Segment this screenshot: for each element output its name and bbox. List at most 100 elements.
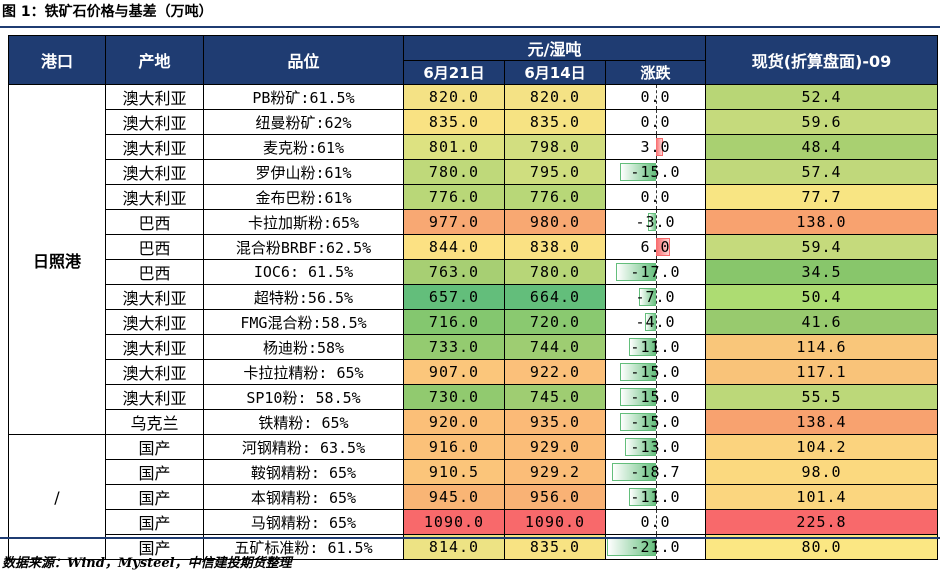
price-cell-d1: 910.5: [403, 459, 505, 485]
price-cell-d2: 745.0: [504, 384, 606, 410]
price-cell-d2: 820.0: [504, 84, 606, 110]
price-cell-d1: 907.0: [403, 359, 505, 385]
basis-cell: 77.7: [705, 184, 938, 210]
grade-cell: 鞍钢精粉: 65%: [203, 459, 404, 485]
table-row: 国产 鞍钢精粉: 65% 910.5 929.2 -18.7 98.0: [9, 459, 938, 485]
grade-cell: IOC6: 61.5%: [203, 259, 404, 285]
change-bar: [620, 163, 656, 181]
change-bar: [624, 438, 656, 456]
price-cell-d2: 980.0: [504, 209, 606, 235]
change-cell: 3.0: [605, 134, 706, 160]
price-cell-d1: 776.0: [403, 184, 505, 210]
header-price-group: 元/湿吨: [403, 35, 706, 61]
change-cell: 0.0: [605, 109, 706, 135]
origin-cell: 巴西: [105, 209, 204, 235]
price-cell-d2: 795.0: [504, 159, 606, 185]
grade-cell: SP10粉: 58.5%: [203, 384, 404, 410]
table-row: 日照港 澳大利亚 PB粉矿:61.5% 820.0 820.0 0.0 52.4: [8, 84, 938, 435]
grade-cell: FMG混合粉:58.5%: [203, 309, 404, 335]
price-cell-d1: 657.0: [403, 284, 505, 310]
change-bar: [611, 463, 656, 481]
price-cell-d1: 920.0: [403, 409, 505, 435]
price-cell-d1: 835.0: [403, 109, 505, 135]
table-row: 澳大利亚 纽曼粉矿:62% 835.0 835.0 0.0 59.6: [9, 109, 938, 135]
price-cell-d1: 801.0: [403, 134, 505, 160]
table-row: 国产 本钢精粉: 65% 945.0 956.0 -11.0 101.4: [9, 484, 938, 510]
table-row: 澳大利亚 FMG混合粉:58.5% 716.0 720.0 -4.0 41.6: [9, 309, 938, 335]
price-cell-d1: 844.0: [403, 234, 505, 260]
grade-cell: 卡拉拉精粉: 65%: [203, 359, 404, 385]
basis-cell: 104.2: [705, 434, 938, 460]
change-value: 0.0: [640, 113, 671, 131]
header-port: 港口: [8, 35, 106, 85]
change-value: -11.0: [630, 488, 681, 506]
change-bar: [620, 388, 656, 406]
change-axis: [655, 485, 657, 509]
price-cell-d2: 776.0: [504, 184, 606, 210]
change-value: -4.0: [635, 313, 676, 331]
origin-cell: 澳大利亚: [105, 384, 204, 410]
bottom-rule: [0, 537, 940, 539]
basis-cell: 48.4: [705, 134, 938, 160]
change-bar: [645, 313, 656, 331]
change-cell: -11.0: [605, 334, 706, 360]
change-axis: [655, 385, 657, 409]
change-cell: -15.0: [605, 384, 706, 410]
grade-cell: 河钢精粉: 63.5%: [203, 434, 404, 460]
change-axis: [655, 460, 657, 484]
change-value: 6.0: [640, 238, 671, 256]
price-cell-d2: 838.0: [504, 234, 606, 260]
grade-cell: 卡拉加斯粉:65%: [203, 209, 404, 235]
table-body: 日照港 澳大利亚 PB粉矿:61.5% 820.0 820.0 0.0 52.4 澳大利亚 纽曼…: [8, 84, 938, 560]
grade-cell: 金布巴粉:61%: [203, 184, 404, 210]
change-cell: -3.0: [605, 209, 706, 235]
price-cell-d1: 733.0: [403, 334, 505, 360]
change-axis: [655, 535, 657, 559]
header-date-2: 6月14日: [504, 60, 606, 85]
header-basis: 现货(折算盘面)-09: [705, 35, 938, 85]
change-cell: -13.0: [605, 434, 706, 460]
iron-ore-price-table: 港口 产地 品位 元/湿吨 现货(折算盘面)-09 6月21日 6月14日 涨跌…: [8, 35, 938, 560]
change-value: -21.0: [630, 538, 681, 556]
origin-cell: 澳大利亚: [105, 184, 204, 210]
change-cell: 0.0: [605, 509, 706, 535]
price-cell-d1: 916.0: [403, 434, 505, 460]
change-bar: [655, 238, 671, 256]
price-cell-d1: 1090.0: [403, 509, 505, 535]
grade-cell: PB粉矿:61.5%: [203, 84, 404, 110]
origin-cell: 澳大利亚: [105, 109, 204, 135]
origin-cell: 澳大利亚: [105, 334, 204, 360]
top-rule: [0, 26, 940, 28]
basis-cell: 34.5: [705, 259, 938, 285]
change-axis: [655, 110, 657, 134]
change-value: 3.0: [640, 138, 671, 156]
basis-cell: 59.6: [705, 109, 938, 135]
change-cell: -15.0: [605, 359, 706, 385]
grade-cell: 罗伊山粉:61%: [203, 159, 404, 185]
price-cell-d2: 922.0: [504, 359, 606, 385]
change-value: -15.0: [630, 388, 681, 406]
price-cell-d1: 730.0: [403, 384, 505, 410]
change-bar: [629, 338, 656, 356]
change-value: -7.0: [635, 288, 676, 306]
origin-cell: 澳大利亚: [105, 134, 204, 160]
price-cell-d2: 835.0: [504, 109, 606, 135]
price-cell-d2: 929.2: [504, 459, 606, 485]
basis-cell: 117.1: [705, 359, 938, 385]
grade-cell: 超特粉:56.5%: [203, 284, 404, 310]
table-row: / 国产 河钢精粉: 63.5% 916.0 929.0 -13.0 104.2: [8, 434, 938, 560]
basis-cell: 50.4: [705, 284, 938, 310]
change-value: -13.0: [630, 438, 681, 456]
origin-cell: 澳大利亚: [105, 309, 204, 335]
origin-cell: 澳大利亚: [105, 359, 204, 385]
change-cell: -17.0: [605, 259, 706, 285]
basis-cell: 101.4: [705, 484, 938, 510]
change-cell: -7.0: [605, 284, 706, 310]
change-value: -17.0: [630, 263, 681, 281]
table-row: 澳大利亚 麦克粉:61% 801.0 798.0 3.0 48.4: [9, 134, 938, 160]
change-axis: [655, 85, 657, 109]
change-bar: [620, 363, 656, 381]
change-value: -3.0: [635, 213, 676, 231]
change-value: -15.0: [630, 413, 681, 431]
basis-cell: 55.5: [705, 384, 938, 410]
